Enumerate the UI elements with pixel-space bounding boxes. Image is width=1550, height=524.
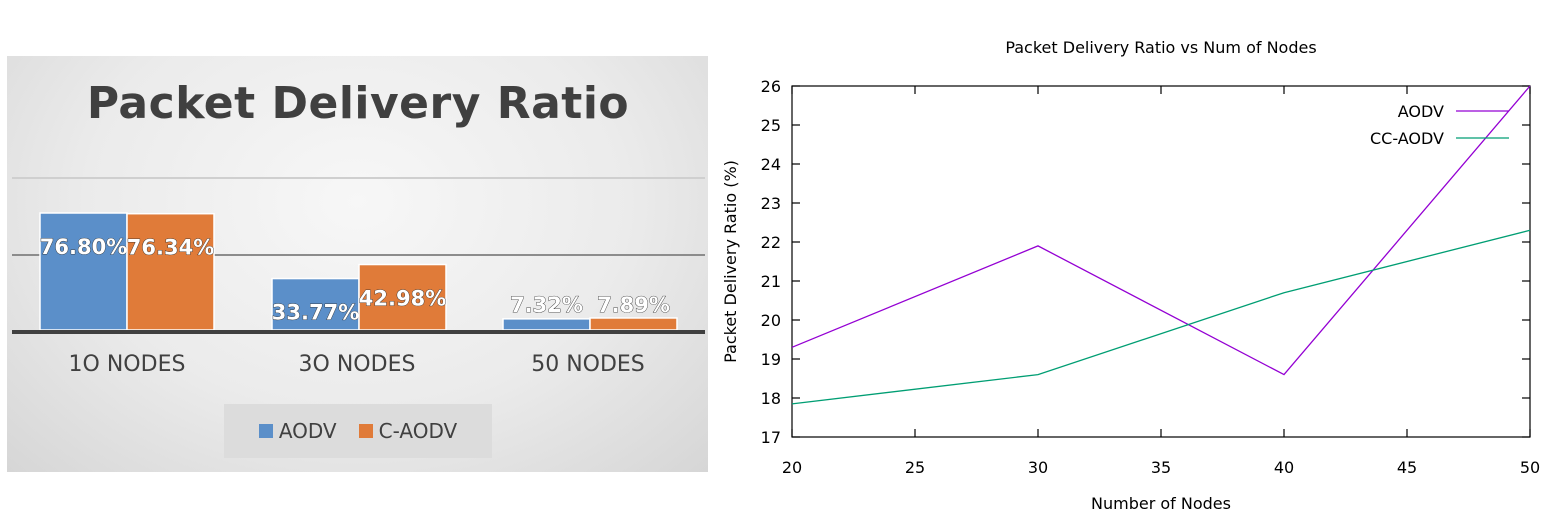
- x-tick-label: 20: [782, 458, 802, 477]
- y-tick-label: 24: [761, 155, 781, 174]
- y-tick-label: 22: [761, 233, 781, 252]
- series-line-cc-aodv: [791, 229, 1531, 405]
- legend-label: AODV: [278, 419, 337, 443]
- bar-category-label: 1O NODES: [68, 352, 186, 377]
- bar-value-label: 76.80%: [40, 235, 127, 259]
- legend-item-aodv: AODV: [258, 419, 337, 443]
- bar-category-label: 3O NODES: [298, 352, 416, 377]
- bar-value-label: 76.34%: [127, 236, 214, 260]
- x-tick-label: 50: [1520, 458, 1540, 477]
- x-tick-label: 35: [1151, 458, 1171, 477]
- y-tick-label: 17: [761, 428, 781, 447]
- bar-value-label: 7.89%: [597, 293, 670, 317]
- bar-chart-legend: AODV C-AODV: [224, 404, 492, 458]
- y-tick-label: 19: [761, 350, 781, 369]
- x-tick-label: 25: [905, 458, 925, 477]
- y-tick-label: 26: [761, 77, 781, 96]
- y-tick-label: 20: [761, 311, 781, 330]
- bar: [126, 212, 215, 331]
- y-tick-label: 25: [761, 116, 781, 135]
- series-line-aodv: [791, 85, 1531, 376]
- bar-chart-plot: 76.80% 76.34% 33.77%42.98% 7.32% 7.89%: [12, 177, 705, 334]
- bar-value-label: 42.98%: [359, 287, 446, 311]
- bar-value-label: 7.32%: [510, 293, 583, 317]
- legend-swatch: [358, 424, 373, 438]
- x-tick-label: 30: [1028, 458, 1048, 477]
- legend-item-c-aodv: C-AODV: [358, 419, 458, 443]
- y-axis-label: Packet Delivery Ratio (%): [721, 160, 740, 363]
- bar-chart-title: Packet Delivery Ratio: [86, 78, 630, 129]
- x-tick-label: 45: [1397, 458, 1417, 477]
- bar: [39, 212, 128, 331]
- bar: [271, 277, 360, 331]
- x-axis-label: Number of Nodes: [1091, 494, 1231, 513]
- bar-value-label: 33.77%: [272, 301, 359, 325]
- y-tick-label: 23: [761, 194, 781, 213]
- legend-swatch: [258, 424, 273, 438]
- legend-label: C-AODV: [378, 419, 458, 443]
- y-tick-label: 21: [761, 272, 781, 291]
- bar: [358, 263, 447, 331]
- line-chart-title: Packet Delivery Ratio vs Num of Nodes: [1005, 38, 1316, 57]
- x-tick-label: 40: [1274, 458, 1294, 477]
- bar-category-label: 50 NODES: [531, 352, 645, 377]
- legend-label: CC-AODV: [1370, 129, 1444, 148]
- legend-label: AODV: [1398, 102, 1444, 121]
- y-tick-label: 18: [761, 389, 781, 408]
